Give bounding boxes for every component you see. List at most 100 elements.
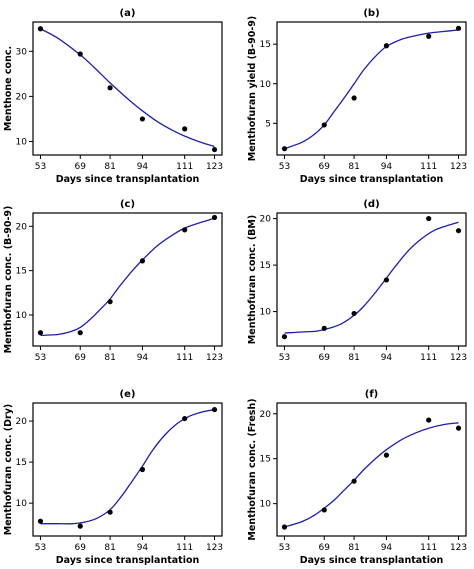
fitted-curve: [40, 408, 215, 525]
panel-title: (c): [120, 199, 135, 210]
y-axis-label: Menthone conc.: [3, 46, 14, 131]
x-axis-label: Days since transplantation: [300, 555, 444, 566]
data-point: [383, 43, 390, 49]
plot-frame: [276, 21, 467, 156]
panel-e: (e) 53 69 81 94 111 123 10 15 20 Days since transp…: [3, 389, 223, 566]
y-axis-label: Menthofuran conc. (BM): [247, 215, 258, 344]
data-point: [37, 518, 44, 524]
y-tick-label: 20: [260, 410, 272, 420]
data-point: [321, 507, 327, 513]
x-tick-label: 94: [381, 353, 393, 363]
x-tick-label: 123: [450, 162, 467, 172]
y-axis-label: Menthofuran conc. (Fresh): [247, 398, 258, 540]
x-tick-label: 53: [35, 353, 46, 363]
x-tick-label: 123: [450, 543, 467, 553]
data-point: [182, 415, 188, 422]
data-point: [211, 214, 218, 221]
data-point: [107, 299, 113, 305]
plot-frame: [32, 21, 223, 156]
x-tick-label: 111: [176, 353, 193, 363]
y-tick-label: 10: [16, 137, 28, 147]
fitted-curve: [284, 422, 459, 528]
x-tick-label: 53: [279, 543, 290, 553]
x-tick-label: 69: [75, 543, 87, 553]
x-tick-label: 94: [137, 162, 149, 172]
data-point: [77, 330, 83, 336]
plot-frame: [32, 212, 223, 347]
data-point: [37, 330, 44, 336]
x-tick-label: 81: [104, 353, 115, 363]
y-tick-label: 10: [260, 308, 272, 318]
x-tick-label: 53: [35, 543, 46, 553]
x-tick-label: 94: [381, 162, 393, 172]
panel-title: (a): [120, 8, 136, 19]
y-tick-label: 15: [16, 267, 27, 277]
x-tick-label: 81: [348, 353, 359, 363]
y-axis-label: Menthofuran conc. (B-90-9): [3, 206, 14, 354]
x-tick-label: 94: [381, 543, 393, 553]
data-point: [182, 227, 188, 233]
x-tick-label: 123: [206, 162, 223, 172]
y-axis-label: Menthofuran conc. (Dry): [3, 404, 14, 535]
x-tick-label: 111: [176, 543, 193, 553]
panel-title: (f): [365, 389, 379, 400]
panel-b: (b) 53 69 81 94 111 123 5 10 15 Days since transpl…: [247, 8, 467, 185]
x-tick-label: 69: [319, 162, 331, 172]
y-tick-label: 5: [265, 119, 271, 129]
y-tick-label: 15: [260, 261, 271, 271]
data-point: [139, 466, 146, 473]
y-tick-label: 20: [16, 417, 28, 427]
x-tick-label: 81: [348, 543, 359, 553]
x-tick-label: 111: [420, 543, 437, 553]
panel-title: (b): [363, 8, 379, 19]
data-point: [455, 425, 462, 431]
y-tick-label: 10: [260, 80, 272, 90]
data-point: [426, 417, 432, 423]
x-tick-label: 123: [450, 353, 467, 363]
x-tick-label: 111: [420, 353, 437, 363]
panel-a: (a) 53 69 81 94 111 123 10 20 30 Days since transp…: [3, 8, 223, 185]
data-point: [107, 509, 113, 515]
panel-f: (f) 53 69 81 94 111 123 10 15 20 Days since transp…: [247, 389, 467, 566]
fitted-curve: [40, 28, 215, 148]
x-axis-label: Days since transplantation: [56, 555, 200, 566]
x-tick-label: 69: [319, 353, 331, 363]
data-point: [211, 406, 218, 413]
y-tick-label: 30: [16, 47, 28, 57]
x-tick-label: 123: [206, 353, 223, 363]
x-tick-label: 53: [279, 162, 290, 172]
data-point: [281, 524, 288, 530]
x-tick-label: 94: [137, 353, 149, 363]
fitted-curve: [284, 221, 459, 334]
plot-frame: [276, 402, 467, 537]
x-tick-label: 123: [206, 543, 223, 553]
data-point: [351, 478, 357, 484]
data-point: [351, 95, 357, 101]
data-point: [383, 452, 390, 458]
x-tick-label: 69: [75, 353, 87, 363]
data-point: [383, 277, 390, 283]
data-point: [321, 122, 327, 128]
data-point: [281, 334, 288, 340]
x-tick-label: 111: [420, 162, 437, 172]
x-tick-label: 111: [176, 162, 193, 172]
panel-title: (d): [363, 199, 379, 210]
x-tick-label: 81: [104, 543, 115, 553]
data-point: [182, 126, 188, 132]
x-axis-label: Days since transplantation: [56, 174, 200, 185]
data-point: [321, 325, 327, 331]
fitted-curve: [40, 217, 215, 337]
data-point: [281, 146, 288, 152]
data-point: [107, 85, 113, 91]
data-point: [455, 228, 462, 234]
data-point: [77, 523, 83, 529]
data-point: [455, 25, 462, 31]
y-tick-label: 15: [260, 455, 271, 465]
y-tick-label: 20: [260, 215, 272, 225]
data-point: [426, 215, 432, 222]
data-point: [139, 258, 146, 264]
y-axis-label: Menthofuran yield (B-90-9): [247, 16, 258, 161]
